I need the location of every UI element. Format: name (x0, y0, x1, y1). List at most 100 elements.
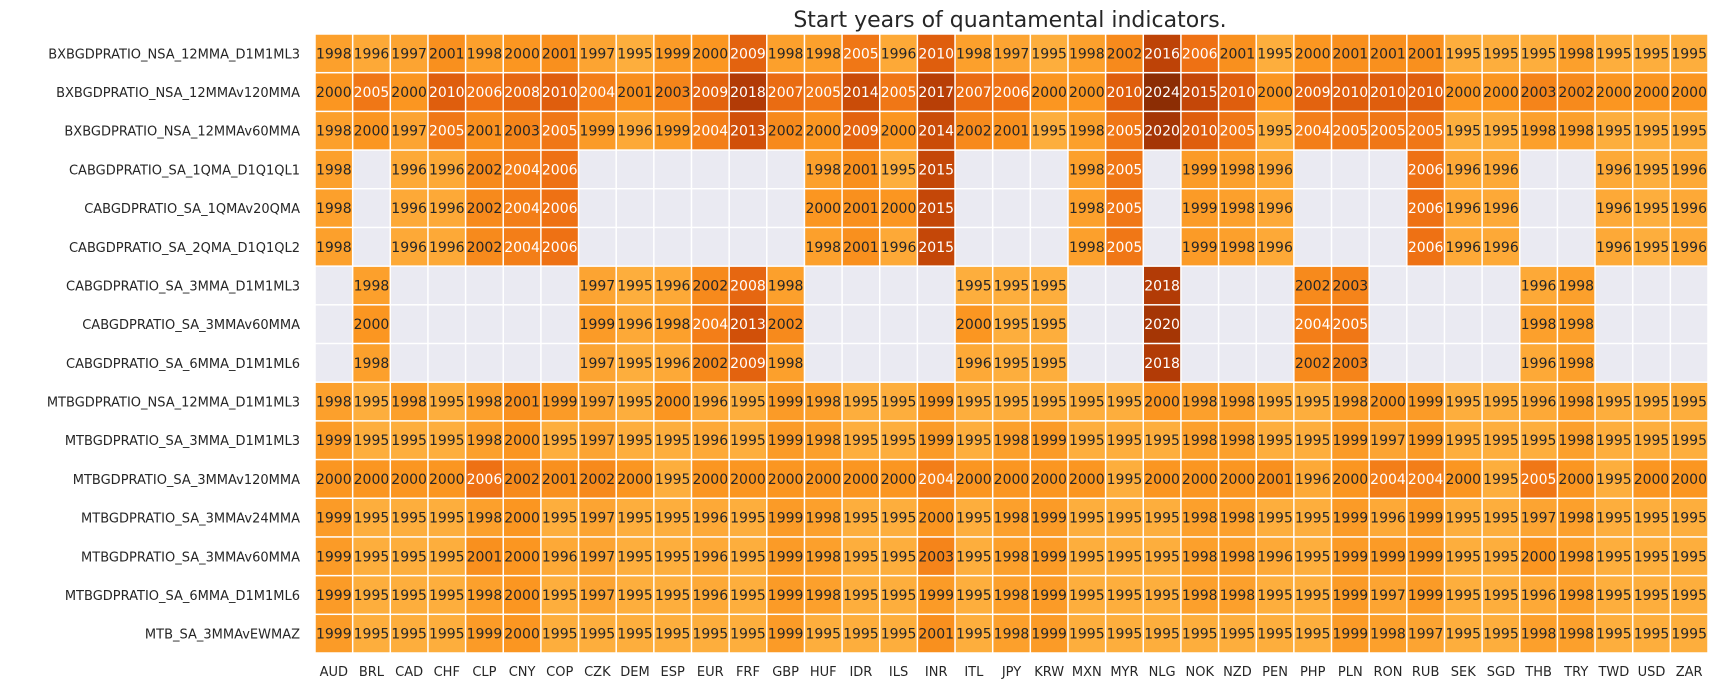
heatmap-cell (1407, 576, 1444, 614)
cell-value-label: 2000 (956, 317, 992, 333)
heatmap-cell (1520, 344, 1557, 382)
cell-value-label: 1999 (768, 511, 804, 527)
heatmap-cell (692, 382, 729, 421)
cell-value-label: 1999 (316, 588, 352, 604)
cell-value-label: 2000 (504, 627, 540, 643)
heatmap-cell-empty (1256, 266, 1294, 305)
cell-value-label: 2005 (1107, 162, 1143, 178)
cell-value-label: 1995 (1671, 433, 1707, 449)
heatmap-cell (1595, 576, 1632, 614)
heatmap-cell (918, 112, 955, 150)
heatmap-cell (1294, 537, 1331, 575)
heatmap-cell-empty (466, 266, 503, 305)
heatmap-cell-empty (1031, 189, 1068, 227)
cell-value-label: 1996 (1596, 240, 1632, 256)
cell-value-label: 1998 (1521, 317, 1557, 333)
heatmap-cell (1256, 615, 1294, 653)
cell-value-label: 1999 (1031, 549, 1067, 565)
column-tick-label: INR (925, 665, 948, 680)
heatmap-cell (993, 34, 1030, 72)
cell-value-label: 2014 (843, 85, 879, 101)
heatmap-cell (1068, 537, 1105, 575)
cell-value-label: 1998 (467, 511, 503, 527)
cell-value-label: 2005 (1333, 317, 1369, 333)
cell-value-label: 2002 (768, 124, 804, 140)
heatmap-cell (391, 150, 428, 188)
cell-value-label: 2005 (1107, 201, 1143, 217)
heatmap-cell (805, 382, 842, 421)
heatmap-cell-empty (1369, 189, 1407, 227)
cell-value-label: 1995 (1596, 46, 1632, 62)
column-tick-label: PLN (1338, 665, 1363, 680)
heatmap-cell (918, 189, 955, 227)
cell-value-label: 1996 (391, 240, 427, 256)
cell-value-label: 2001 (542, 46, 578, 62)
column-tick-label: MYR (1110, 665, 1138, 680)
cell-value-label: 2000 (1031, 472, 1067, 488)
cell-value-label: 1995 (994, 278, 1030, 294)
cell-value-label: 1995 (391, 549, 427, 565)
cell-value-label: 1998 (1220, 240, 1256, 256)
heatmap-cell (315, 73, 352, 111)
heatmap-cell-empty (579, 189, 616, 227)
heatmap-cell-empty (1144, 228, 1181, 266)
heatmap-cell (955, 305, 992, 343)
heatmap-cell (1407, 615, 1444, 653)
cell-value-label: 1997 (580, 549, 616, 565)
heatmap-cell (1256, 382, 1294, 421)
heatmap-cell (1369, 615, 1407, 653)
cell-value-label: 1997 (994, 46, 1030, 62)
heatmap-cell (616, 499, 654, 537)
cell-value-label: 1998 (467, 395, 503, 411)
cell-value-label: 2010 (1408, 85, 1444, 101)
heatmap-cell (1633, 150, 1670, 188)
heatmap-cell-empty (1369, 266, 1407, 305)
cell-value-label: 2015 (918, 162, 954, 178)
heatmap-cell (993, 344, 1030, 382)
cell-value-label: 1997 (580, 433, 616, 449)
row-tick-label: CABGDPRATIO_SA_6MMA_D1M1ML6 (66, 357, 300, 372)
heatmap-cell (767, 344, 804, 382)
cell-value-label: 2000 (692, 46, 728, 62)
heatmap-cell (466, 615, 503, 653)
row-tick-label: MTBGDPRATIO_SA_6MMA_D1M1ML6 (65, 589, 300, 604)
cell-value-label: 2003 (504, 124, 540, 140)
cell-value-label: 1995 (843, 588, 879, 604)
cell-value-label: 1995 (1031, 395, 1067, 411)
heatmap-cell (692, 344, 729, 382)
heatmap-cell-empty (1520, 228, 1557, 266)
cell-value-label: 1995 (1634, 549, 1670, 565)
heatmap-cell (1144, 266, 1181, 305)
heatmap-cell (1633, 537, 1670, 575)
cell-value-label: 2004 (504, 240, 540, 256)
heatmap-cell (1031, 460, 1068, 498)
heatmap-cell (1219, 460, 1256, 498)
cell-value-label: 1996 (655, 356, 691, 372)
cell-value-label: 1995 (1596, 472, 1632, 488)
heatmap-cell-empty (315, 266, 352, 305)
heatmap-cell (729, 421, 767, 459)
heatmap-cell (579, 499, 616, 537)
cell-value-label: 1995 (391, 627, 427, 643)
cell-value-label: 1996 (1445, 240, 1481, 256)
heatmap-cell (729, 460, 767, 498)
cell-value-label: 1996 (1596, 201, 1632, 217)
cell-value-label: 1995 (843, 433, 879, 449)
cell-value-label: 1996 (391, 201, 427, 217)
heatmap-cell (1144, 344, 1181, 382)
heatmap-cell (1595, 189, 1632, 227)
cell-value-label: 1995 (1671, 124, 1707, 140)
heatmap-cell (1219, 150, 1256, 188)
heatmap-cell (428, 228, 465, 266)
heatmap-cell (1106, 382, 1143, 421)
cell-value-label: 2000 (354, 124, 390, 140)
cell-value-label: 1995 (1445, 588, 1481, 604)
heatmap-cell (1106, 421, 1143, 459)
heatmap-cell-empty (1595, 344, 1632, 382)
heatmap-cell (1294, 499, 1331, 537)
cell-value-label: 1995 (1521, 46, 1557, 62)
cell-value-label: 1998 (1558, 627, 1594, 643)
heatmap-cell (1294, 305, 1331, 343)
heatmap-cell-empty (955, 228, 992, 266)
heatmap-cell (1332, 421, 1369, 459)
